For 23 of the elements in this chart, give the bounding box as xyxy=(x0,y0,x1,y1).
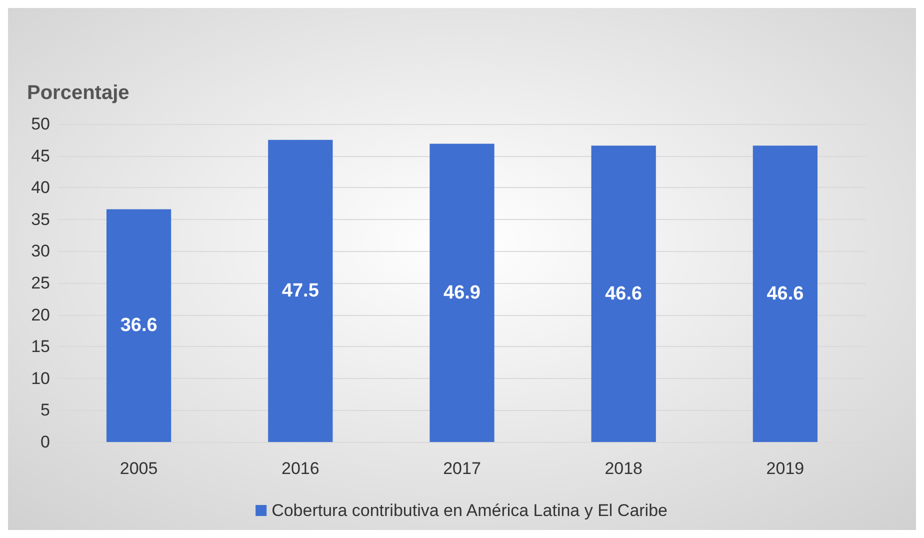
y-tick-label: 0 xyxy=(40,432,50,452)
x-tick-label: 2017 xyxy=(443,459,481,478)
data-label: 46.9 xyxy=(444,282,480,304)
x-tick-label: 2018 xyxy=(604,459,643,478)
y-tick-label: 5 xyxy=(40,400,50,420)
x-tick-label: 2016 xyxy=(281,459,320,478)
y-tick-label: 20 xyxy=(31,305,50,324)
y-tick-label: 30 xyxy=(31,242,50,261)
y-tick-label: 35 xyxy=(31,210,50,229)
data-label: 46.6 xyxy=(605,283,642,304)
data-label: 36.6 xyxy=(120,315,158,336)
y-tick-label: 40 xyxy=(31,178,50,198)
data-label: 46.6 xyxy=(766,283,804,304)
y-tick-label: 10 xyxy=(31,368,50,388)
y-tick-label: 50 xyxy=(31,114,50,134)
y-tick-label: 15 xyxy=(31,337,50,356)
y-tick-label: 25 xyxy=(31,274,50,292)
x-tick-label: 2019 xyxy=(766,459,804,478)
x-tick-label: 2005 xyxy=(120,459,158,478)
data-label: 47.5 xyxy=(282,280,320,302)
y-axis-title: Porcentaje xyxy=(27,82,130,104)
legend-label: Cobertura contributiva en América Latina y El Caribe xyxy=(272,501,668,520)
y-tick-label: 45 xyxy=(31,146,50,166)
